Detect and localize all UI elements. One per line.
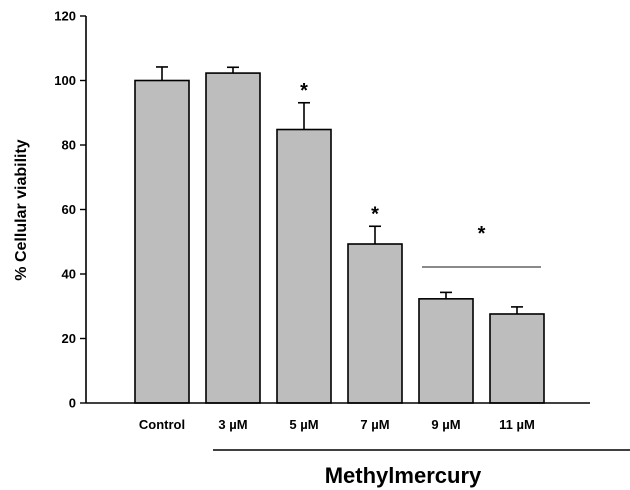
- significance-star: *: [478, 223, 486, 245]
- y-tick-label: 100: [54, 73, 76, 88]
- significance-annotations: * * *: [300, 80, 541, 268]
- bar: [205, 72, 261, 404]
- error-bars-group: [156, 66, 523, 314]
- y-tick-label: 120: [54, 9, 76, 24]
- bar: [134, 79, 190, 404]
- x-tick-label: 3 µM: [218, 417, 247, 432]
- y-tick-label: 0: [69, 396, 76, 411]
- bar: [347, 243, 403, 404]
- significance-star: *: [371, 203, 379, 225]
- x-tick-label: 5 µM: [289, 417, 318, 432]
- bar: [489, 313, 545, 404]
- x-axis: Control 3 µM 5 µM 7 µM 9 µM 11 µM: [86, 402, 590, 432]
- y-tick-label: 20: [62, 331, 76, 346]
- y-tick-label: 80: [62, 138, 76, 153]
- y-axis-title: % Cellular viability: [13, 139, 30, 280]
- y-tick-label: 40: [62, 267, 76, 282]
- bar: [276, 128, 332, 404]
- x-tick-label: 9 µM: [431, 417, 460, 432]
- y-axis: 0 20 40 60 80 100 120: [54, 9, 87, 411]
- y-tick-label: 60: [62, 202, 76, 217]
- bar: [418, 298, 474, 404]
- group-label: Methylmercury: [325, 463, 482, 488]
- x-tick-label: 7 µM: [360, 417, 389, 432]
- significance-star: *: [300, 80, 308, 102]
- x-tick-label: 11 µM: [499, 417, 535, 432]
- x-tick-label: Control: [139, 417, 185, 432]
